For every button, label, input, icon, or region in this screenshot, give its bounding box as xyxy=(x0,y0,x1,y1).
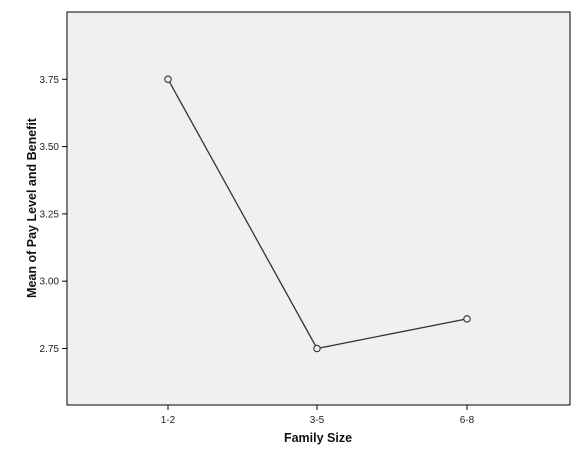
y-axis-title: Mean of Pay Level and Benefit xyxy=(25,117,39,298)
x-tick-label: 3-5 xyxy=(310,415,325,426)
data-point xyxy=(463,315,471,323)
y-tick-label: 3.00 xyxy=(40,277,60,288)
x-tick-label: 6-8 xyxy=(460,415,475,426)
x-axis: 1-2 3-5 6-8 xyxy=(161,405,475,426)
y-axis: 2.75 3.00 3.25 3.50 3.75 xyxy=(40,75,67,355)
y-tick-label: 3.50 xyxy=(40,142,60,153)
data-point xyxy=(164,75,172,84)
y-tick-label: 3.75 xyxy=(40,75,60,86)
y-tick-label: 3.25 xyxy=(40,209,60,220)
plot-area xyxy=(66,11,571,406)
y-tick-label: 2.75 xyxy=(40,344,60,355)
x-tick-label: 1-2 xyxy=(161,415,176,426)
data-markers xyxy=(164,75,471,353)
data-point xyxy=(313,344,321,353)
x-axis-title: Family Size xyxy=(284,431,352,445)
